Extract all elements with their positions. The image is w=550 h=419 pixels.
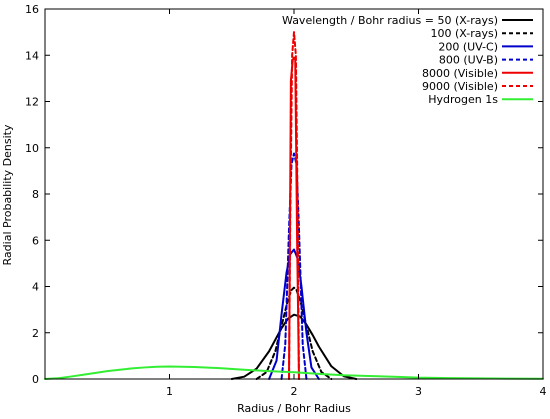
legend-label: 8000 (Visible): [422, 67, 498, 80]
series-line-5: [288, 31, 300, 380]
y-tick-label: 6: [32, 234, 39, 247]
y-tick-label: 16: [25, 3, 39, 16]
legend: Wavelength / Bohr radius = 50 (X-rays)10…: [282, 14, 533, 106]
y-tick-label: 8: [32, 188, 39, 201]
x-tick-label: 1: [166, 385, 173, 398]
y-tick-label: 0: [32, 373, 39, 386]
series-line-3: [280, 152, 308, 380]
series-layer: [44, 31, 544, 380]
legend-label: 800 (UV-B): [439, 54, 498, 67]
legend-label: 100 (X-rays): [430, 27, 498, 40]
legend-label: Hydrogen 1s: [428, 93, 498, 106]
y-tick-label: 14: [25, 49, 39, 62]
y-tick-label: 10: [25, 142, 39, 155]
x-axis-label: Radius / Bohr Radius: [237, 402, 351, 415]
series-line-1: [255, 286, 333, 380]
y-tick-label: 2: [32, 327, 39, 340]
y-tick-label: 4: [32, 281, 39, 294]
x-tick-label: 3: [415, 385, 422, 398]
x-tick-label: 2: [291, 385, 298, 398]
x-tick-label: 4: [540, 385, 547, 398]
series-line-0: [230, 313, 358, 380]
y-tick-label: 12: [25, 96, 39, 109]
legend-label: 9000 (Visible): [422, 80, 498, 93]
y-axis-label: Radial Probability Density: [1, 124, 14, 265]
legend-label: 200 (UV-C): [438, 40, 498, 53]
legend-label: Wavelength / Bohr radius = 50 (X-rays): [282, 14, 498, 27]
series-line-2: [268, 248, 320, 380]
